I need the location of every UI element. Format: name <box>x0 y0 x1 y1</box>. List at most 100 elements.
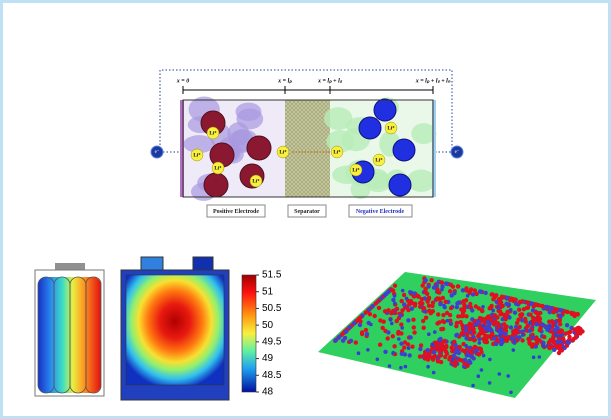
particle <box>406 346 411 351</box>
particle <box>506 302 512 307</box>
particle <box>559 348 564 353</box>
scale-ticks <box>182 86 434 94</box>
particle <box>392 294 397 298</box>
position-label: x = lₚ <box>277 78 292 84</box>
particle <box>508 325 514 330</box>
particle <box>447 312 453 318</box>
particle <box>390 321 394 326</box>
binder <box>411 123 437 145</box>
particle <box>487 381 492 385</box>
particle <box>430 342 435 347</box>
particle <box>534 322 539 327</box>
particle <box>383 349 388 354</box>
particle <box>388 318 393 322</box>
particle <box>437 353 442 358</box>
particle <box>422 353 427 358</box>
particle <box>485 319 490 324</box>
particle <box>402 302 407 307</box>
particle <box>443 354 448 360</box>
particle <box>504 338 509 343</box>
particle <box>459 331 464 336</box>
particle <box>525 323 530 329</box>
particle <box>454 304 460 310</box>
particle <box>547 319 552 324</box>
particle <box>521 333 525 337</box>
particle <box>440 287 444 292</box>
particle <box>527 328 532 333</box>
particle <box>509 390 513 395</box>
particle <box>438 302 443 307</box>
particle <box>386 289 391 294</box>
particle <box>477 341 482 345</box>
particle <box>464 314 469 319</box>
particle <box>399 331 404 336</box>
cathode-particle <box>246 135 272 161</box>
particle <box>352 321 357 326</box>
particle <box>467 358 472 364</box>
particle <box>386 308 391 313</box>
particle <box>520 338 525 343</box>
particle <box>454 348 459 353</box>
particle <box>465 332 470 337</box>
particle <box>547 310 552 315</box>
particle <box>357 315 363 320</box>
colorbar-tick-label: 48 <box>262 387 274 398</box>
particle <box>470 346 476 352</box>
anode-particle <box>373 98 397 122</box>
colorbar-tick-label: 51 <box>262 286 274 297</box>
particle <box>572 327 577 332</box>
particle <box>385 336 390 341</box>
colorbar-tick-label: 49 <box>262 353 274 364</box>
particle <box>431 370 436 375</box>
particle <box>400 288 405 293</box>
anode-particle <box>388 173 412 197</box>
particle <box>356 351 361 356</box>
particle <box>498 333 502 338</box>
particle <box>548 324 552 328</box>
particle <box>403 364 408 369</box>
particle <box>502 314 507 319</box>
particle <box>460 348 465 353</box>
particle <box>343 329 349 334</box>
particle <box>461 299 466 304</box>
particle <box>452 339 457 344</box>
ion-label: Li⁺ <box>333 150 341 156</box>
particle <box>464 286 469 291</box>
particle <box>357 322 363 328</box>
particle <box>481 353 486 358</box>
particle <box>552 347 557 352</box>
particle <box>333 338 338 343</box>
region-label: Separator <box>294 209 320 215</box>
particle <box>534 335 539 340</box>
particle <box>421 318 426 324</box>
particle <box>476 306 482 311</box>
particle <box>521 307 527 312</box>
particle <box>402 340 408 345</box>
particle <box>468 301 473 307</box>
particle <box>410 344 415 349</box>
particle <box>399 298 404 304</box>
particle <box>359 331 365 337</box>
ion <box>349 163 363 177</box>
particle <box>513 297 518 302</box>
particle <box>448 318 453 323</box>
particle <box>433 330 437 334</box>
ion-label: Li⁺ <box>352 168 360 174</box>
particle <box>504 295 510 300</box>
particle <box>430 300 436 305</box>
particle <box>526 336 531 342</box>
particle <box>372 313 377 319</box>
particle <box>443 345 449 350</box>
particle <box>463 328 469 333</box>
particle <box>479 368 484 372</box>
particle <box>547 345 552 351</box>
position-label: x = lₚ + lₛ + lₙ <box>415 78 451 84</box>
particle <box>387 364 392 368</box>
particle <box>514 320 520 326</box>
particle <box>546 340 552 345</box>
label-box <box>287 204 327 218</box>
particle <box>448 305 454 311</box>
particle <box>484 315 490 321</box>
particle <box>363 327 369 333</box>
